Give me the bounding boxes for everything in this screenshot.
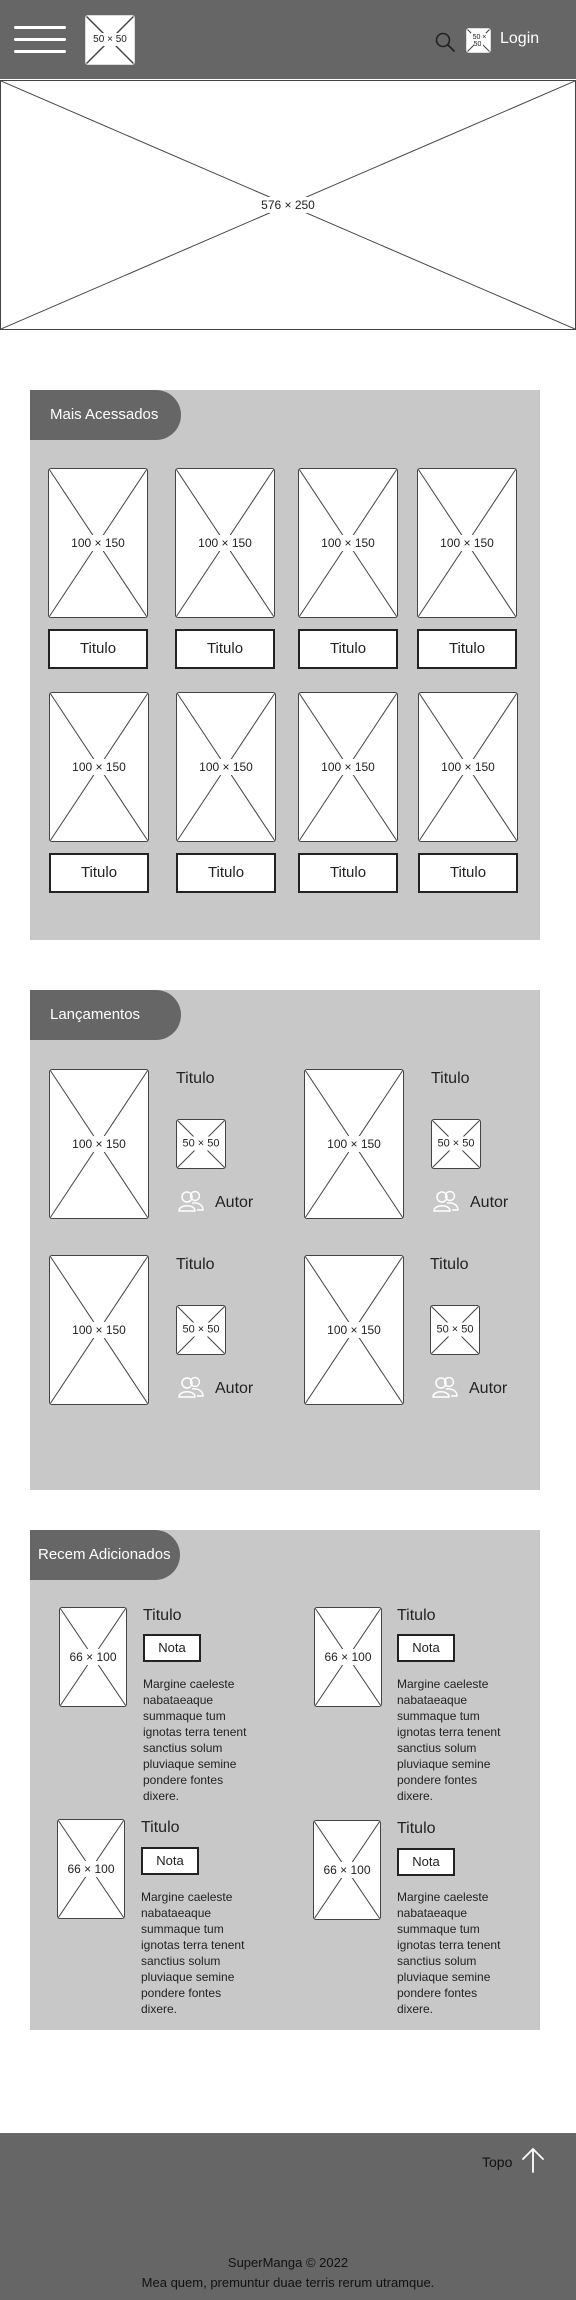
section-heading: Mais Acessados — [30, 390, 181, 440]
release-thumbnail[interactable]: 50 × 50 — [176, 1305, 226, 1355]
release-cover[interactable]: 100 × 150 — [49, 1255, 149, 1405]
release-title[interactable]: Titulo — [176, 1070, 215, 1087]
cover-placeholder-label: 100 × 150 — [325, 1322, 383, 1338]
most-accessed-section: Mais Acessados 100 × 150 Titulo 100 × 15… — [30, 390, 540, 940]
cover-placeholder-label: 100 × 150 — [319, 535, 377, 551]
author-icon — [178, 1376, 204, 1398]
cover-placeholder-label: 66 × 100 — [322, 1649, 374, 1665]
manga-cover[interactable]: 100 × 150 — [298, 468, 398, 618]
manga-title-button[interactable]: Titulo — [418, 853, 518, 893]
rating-badge: Nota — [143, 1634, 201, 1662]
release-title[interactable]: Titulo — [430, 1256, 469, 1273]
section-heading: Lançamentos — [30, 990, 181, 1040]
avatar-placeholder-label: 50 × 50 — [470, 32, 487, 49]
logo-placeholder-label: 50 × 50 — [91, 33, 129, 46]
release-thumbnail[interactable]: 50 × 50 — [431, 1119, 481, 1169]
manga-title-button[interactable]: Titulo — [48, 629, 148, 669]
footer-copyright: SuperManga © 2022 — [227, 2255, 349, 2270]
back-to-top-link[interactable]: Topo — [482, 2154, 513, 2170]
manga-cover[interactable]: 100 × 150 — [49, 692, 149, 842]
release-title[interactable]: Titulo — [176, 1256, 215, 1273]
release-title[interactable]: Titulo — [431, 1070, 470, 1087]
recent-title[interactable]: Titulo — [141, 1819, 180, 1836]
cover-placeholder-label: 100 × 150 — [319, 759, 377, 775]
thumb-placeholder-label: 50 × 50 — [435, 1136, 477, 1151]
manga-cover[interactable]: 100 × 150 — [48, 468, 148, 618]
release-cover[interactable]: 100 × 150 — [49, 1069, 149, 1219]
cover-placeholder-label: 66 × 100 — [65, 1861, 117, 1877]
thumb-placeholder-label: 50 × 50 — [180, 1322, 222, 1337]
manga-cover[interactable]: 100 × 150 — [418, 692, 518, 842]
release-cover[interactable]: 100 × 150 — [304, 1069, 404, 1219]
hamburger-icon[interactable] — [14, 24, 66, 56]
cover-placeholder-label: 100 × 150 — [197, 759, 255, 775]
recent-cover[interactable]: 66 × 100 — [314, 1607, 382, 1707]
manga-cover[interactable]: 100 × 150 — [298, 692, 398, 842]
cover-placeholder-label: 66 × 100 — [321, 1862, 373, 1878]
thumb-placeholder-label: 50 × 50 — [434, 1322, 476, 1337]
rating-badge: Nota — [141, 1847, 199, 1875]
manga-title-button[interactable]: Titulo — [298, 853, 398, 893]
recent-title[interactable]: Titulo — [397, 1820, 436, 1837]
arrow-up-icon[interactable] — [522, 2147, 544, 2173]
cover-placeholder-label: 100 × 150 — [70, 1136, 128, 1152]
release-author[interactable]: Autor — [470, 1194, 509, 1211]
recent-title[interactable]: Titulo — [143, 1607, 182, 1624]
manga-cover[interactable]: 100 × 150 — [175, 468, 275, 618]
manga-title-button[interactable]: Titulo — [176, 853, 276, 893]
logo-image[interactable]: 50 × 50 — [85, 15, 135, 65]
manga-cover[interactable]: 100 × 150 — [417, 468, 517, 618]
recent-description: Margine caeleste nabataeaque summaque tu… — [141, 1890, 245, 2016]
manga-cover[interactable]: 100 × 150 — [176, 692, 276, 842]
manga-title-button[interactable]: Titulo — [298, 629, 398, 669]
manga-title-button[interactable]: Titulo — [175, 629, 275, 669]
author-icon — [433, 1190, 459, 1212]
cover-placeholder-label: 100 × 150 — [196, 535, 254, 551]
releases-section: Lançamentos 100 × 150 Titulo 50 × 50 Aut… — [30, 990, 540, 1490]
cover-placeholder-label: 100 × 150 — [438, 535, 496, 551]
manga-title-button[interactable]: Titulo — [417, 629, 517, 669]
author-icon — [178, 1190, 204, 1212]
release-author[interactable]: Autor — [469, 1380, 508, 1397]
recent-description: Margine caeleste nabataeaque summaque tu… — [397, 1890, 501, 2016]
cover-placeholder-label: 66 × 100 — [67, 1649, 119, 1665]
thumb-placeholder-label: 50 × 50 — [180, 1136, 222, 1151]
cover-placeholder-label: 100 × 150 — [69, 535, 127, 551]
page-footer: Topo SuperManga © 2022 Mea quem, premunt… — [0, 2133, 576, 2300]
rating-badge: Nota — [397, 1634, 455, 1662]
user-avatar[interactable]: 50 × 50 — [466, 28, 491, 53]
recent-cover[interactable]: 66 × 100 — [59, 1607, 127, 1707]
section-heading: Recem Adicionados — [30, 1530, 180, 1580]
cover-placeholder-label: 100 × 150 — [439, 759, 497, 775]
release-cover[interactable]: 100 × 150 — [304, 1255, 404, 1405]
cover-placeholder-label: 100 × 150 — [70, 759, 128, 775]
release-author[interactable]: Autor — [215, 1194, 254, 1211]
top-header: 50 × 50 50 × 50 Login — [0, 0, 576, 79]
banner-image[interactable]: 576 × 250 — [0, 80, 576, 330]
recent-title[interactable]: Titulo — [397, 1607, 436, 1624]
cover-placeholder-label: 100 × 150 — [325, 1136, 383, 1152]
recent-cover[interactable]: 66 × 100 — [57, 1819, 125, 1919]
search-icon[interactable] — [434, 31, 456, 53]
recently-added-section: Recem Adicionados 66 × 100 Titulo Nota M… — [30, 1530, 540, 2030]
release-thumbnail[interactable]: 50 × 50 — [176, 1119, 226, 1169]
rating-badge: Nota — [397, 1848, 455, 1876]
recent-cover[interactable]: 66 × 100 — [313, 1820, 381, 1920]
release-thumbnail[interactable]: 50 × 50 — [430, 1305, 480, 1355]
manga-title-button[interactable]: Titulo — [49, 853, 149, 893]
banner-placeholder-label: 576 × 250 — [259, 197, 317, 213]
author-icon — [432, 1376, 458, 1398]
login-link[interactable]: Login — [500, 30, 540, 47]
footer-tagline: Mea quem, premuntur duae terris rerum ut… — [141, 2275, 435, 2290]
recent-description: Margine caeleste nabataeaque summaque tu… — [143, 1677, 247, 1803]
release-author[interactable]: Autor — [215, 1380, 254, 1397]
recent-description: Margine caeleste nabataeaque summaque tu… — [397, 1677, 501, 1803]
cover-placeholder-label: 100 × 150 — [70, 1322, 128, 1338]
